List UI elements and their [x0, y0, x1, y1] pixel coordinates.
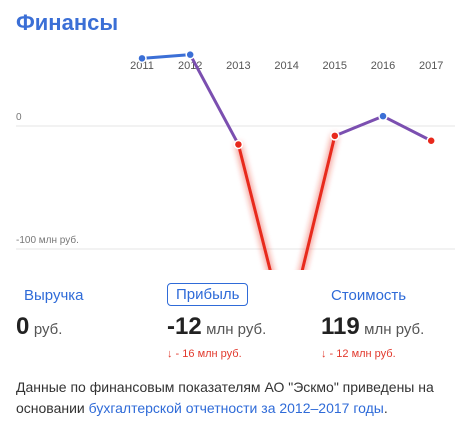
revenue-value: 0 руб. [16, 313, 62, 341]
revenue-number: 0 [16, 313, 30, 340]
tab-value[interactable]: Стоимость [331, 287, 407, 304]
x-tick-label-2: 2013 [226, 60, 250, 72]
profit-delta: ↓ - 16 млн руб. [167, 348, 242, 360]
profit-unit: млн руб. [206, 321, 267, 338]
series-segment-3 [300, 134, 337, 270]
tab-revenue[interactable]: Выручка [24, 287, 84, 304]
finance-line-chart: 0-100 млн руб.2011 2012 2013 2014 2015 2016 20… [16, 49, 455, 270]
note-text: Данные по финансовым показателям АО "Эск… [16, 379, 434, 416]
profit-number: -12 [167, 313, 202, 340]
y-tick-label-1: -100 млн руб. [16, 234, 79, 246]
series-segment-1 [188, 53, 240, 146]
note-end: . [383, 400, 388, 416]
x-tick-label-6: 2017 [419, 60, 443, 72]
data-point-2015 [330, 131, 340, 141]
value-value: 119 млн руб. [321, 313, 424, 341]
value-number: 119 [321, 313, 360, 340]
data-point-2016 [378, 111, 388, 121]
profit-value: -12 млн руб. [167, 313, 266, 341]
series-segment-4 [333, 114, 385, 138]
y-tick-label-0: 0 [16, 112, 22, 123]
x-tick-label-5: 2016 [371, 60, 395, 72]
data-point-2013 [233, 139, 244, 150]
data-source-note: Данные по финансовым показателям АО "Эск… [16, 377, 456, 419]
page-title: Финансы [16, 10, 119, 35]
data-point-2017 [426, 136, 436, 146]
data-point-2011 [137, 53, 147, 64]
value-unit: млн руб. [364, 321, 425, 338]
value-delta: ↓ - 12 млн руб. [321, 348, 396, 360]
report-link[interactable]: бухгалтерской отчетности за 2012–2017 го… [88, 400, 384, 416]
x-tick-label-3: 2014 [274, 60, 298, 72]
x-tick-label-4: 2015 [323, 60, 347, 72]
series-segment-5 [381, 114, 433, 143]
series-segment-0 [140, 53, 192, 60]
x-tick-label-0: 2011 [130, 60, 154, 72]
series-segment-2 [236, 142, 272, 270]
tab-profit[interactable]: Прибыль [167, 283, 249, 306]
revenue-unit: руб. [33, 321, 63, 338]
data-point-2012 [185, 49, 195, 60]
